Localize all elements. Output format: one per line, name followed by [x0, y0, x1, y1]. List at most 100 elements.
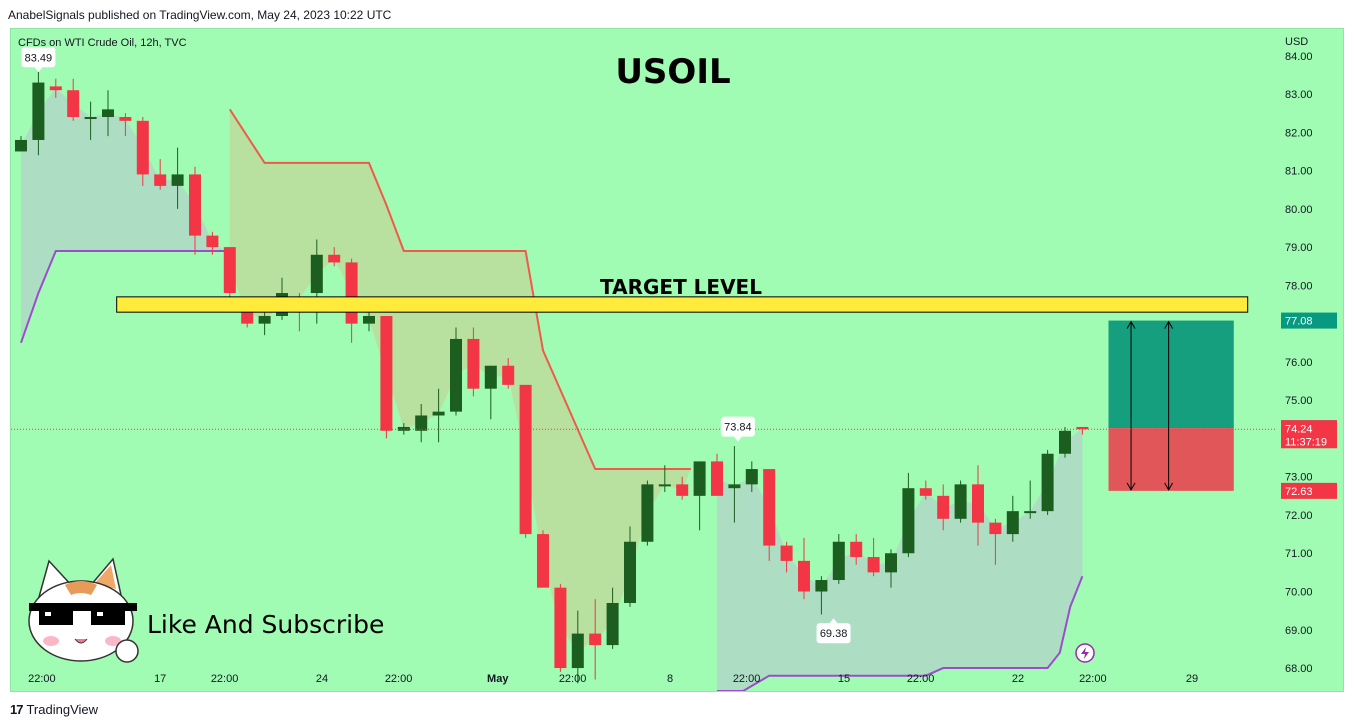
y-tick-label: 72.00	[1285, 510, 1313, 522]
candle	[745, 461, 758, 493]
candle-body	[397, 426, 410, 431]
candle	[537, 530, 549, 588]
candle-body	[84, 117, 97, 120]
candle-body	[850, 541, 863, 558]
chart-svg[interactable]: 68.00 69.00 70.00 71.00 72.00 73.00 75.00 76.00…	[11, 29, 1343, 691]
y-tick-label: 84.00	[1285, 51, 1313, 63]
x-tick-label: 22:00	[1079, 673, 1107, 685]
candle-body	[223, 247, 236, 294]
candle-body	[641, 484, 654, 542]
swing-low-label-pointer	[829, 618, 838, 624]
high-price-label: 83.49	[21, 47, 56, 73]
candle	[258, 312, 271, 336]
candle	[502, 358, 515, 389]
candle	[432, 388, 445, 443]
candle-body	[902, 488, 915, 554]
swing-high-label-box	[720, 416, 755, 437]
price-axis-label-text: 74.24	[1285, 423, 1313, 435]
candle-body	[606, 602, 619, 646]
x-tick-label: 22:00	[385, 673, 413, 685]
y-tick-label: 76.00	[1285, 357, 1313, 369]
position-profit-zone	[1108, 320, 1234, 429]
price-axis-label-text: 72.63	[1285, 486, 1313, 498]
candle-body	[885, 553, 897, 573]
candle	[798, 537, 810, 600]
price-axis-label-bg	[1281, 312, 1337, 329]
candle	[954, 480, 967, 523]
candle-body	[154, 174, 167, 186]
footer-brand: TradingView	[26, 702, 99, 717]
candle	[815, 576, 828, 615]
candle-body	[728, 484, 741, 489]
swing-low-label-box	[816, 623, 851, 644]
candle	[641, 480, 654, 546]
candle-body	[189, 174, 201, 236]
y-tick-label: 71.00	[1285, 548, 1313, 560]
candle	[937, 484, 950, 531]
candle-body	[484, 365, 497, 389]
candle	[763, 469, 776, 561]
candle-body	[328, 254, 341, 263]
candle	[1059, 426, 1071, 458]
candle	[711, 453, 723, 496]
y-tick-label: 70.00	[1285, 587, 1313, 599]
high-price-label-pointer	[34, 67, 43, 73]
candle-body	[954, 484, 967, 519]
candle-body	[380, 315, 393, 431]
candle	[1006, 495, 1019, 542]
candle-body	[658, 484, 671, 487]
subscribe-text: Like And Subscribe	[147, 610, 384, 639]
candle	[1041, 449, 1054, 515]
lightning-icon[interactable]	[1075, 643, 1095, 663]
candle	[989, 518, 1002, 565]
y-tick-label: 79.00	[1285, 242, 1313, 254]
candle	[624, 526, 636, 607]
candle-body	[815, 580, 828, 592]
supertrend-up-line	[717, 575, 1084, 691]
candle-body	[345, 262, 358, 324]
position-arrow-head	[1126, 320, 1136, 329]
candle	[206, 231, 219, 255]
x-tick-label: May	[487, 673, 509, 685]
x-tick-label: 22	[1012, 673, 1024, 685]
x-tick-label: 15	[838, 673, 850, 685]
candle-body	[972, 484, 984, 523]
tradingview-logo-icon: 17	[10, 702, 24, 717]
candle-body	[502, 365, 515, 385]
position-arrow-head	[1164, 320, 1174, 329]
candle	[658, 465, 671, 493]
swing-high-label: 73.84	[720, 416, 755, 442]
candle	[676, 476, 689, 500]
chart-area[interactable]: 68.00 69.00 70.00 71.00 72.00 73.00 75.00 76.00…	[10, 28, 1344, 692]
candle-body	[1041, 453, 1054, 512]
candle	[606, 587, 619, 649]
x-tick-label: 22:00	[907, 673, 935, 685]
candle	[867, 537, 880, 577]
candle-body	[676, 484, 689, 496]
candle	[32, 71, 45, 156]
x-tick-label: 29	[1186, 673, 1198, 685]
candle	[554, 583, 567, 672]
candle-body	[589, 633, 602, 646]
x-tick-label: 22:00	[211, 673, 239, 685]
candle	[850, 534, 863, 565]
candle-body	[1059, 430, 1071, 454]
candle-body	[171, 174, 184, 186]
candle-body	[763, 469, 776, 546]
swing-low-label-text: 69.38	[820, 628, 848, 640]
candle-body	[450, 338, 462, 412]
candle-body	[711, 461, 723, 496]
countdown-text: 11:37:19	[1285, 436, 1327, 448]
y-tick-label: 81.00	[1285, 166, 1313, 178]
y-tick-label: 75.00	[1285, 395, 1313, 407]
candle	[84, 101, 97, 140]
y-tick-label: 69.00	[1285, 625, 1313, 637]
x-tick-label: 22:00	[28, 673, 56, 685]
footer: 17 TradingView	[10, 702, 98, 717]
candle	[519, 384, 532, 538]
candle	[972, 465, 984, 546]
x-tick-label: 22:00	[733, 673, 761, 685]
target-level-label: TARGET LEVEL	[600, 275, 762, 299]
candle	[885, 549, 897, 588]
